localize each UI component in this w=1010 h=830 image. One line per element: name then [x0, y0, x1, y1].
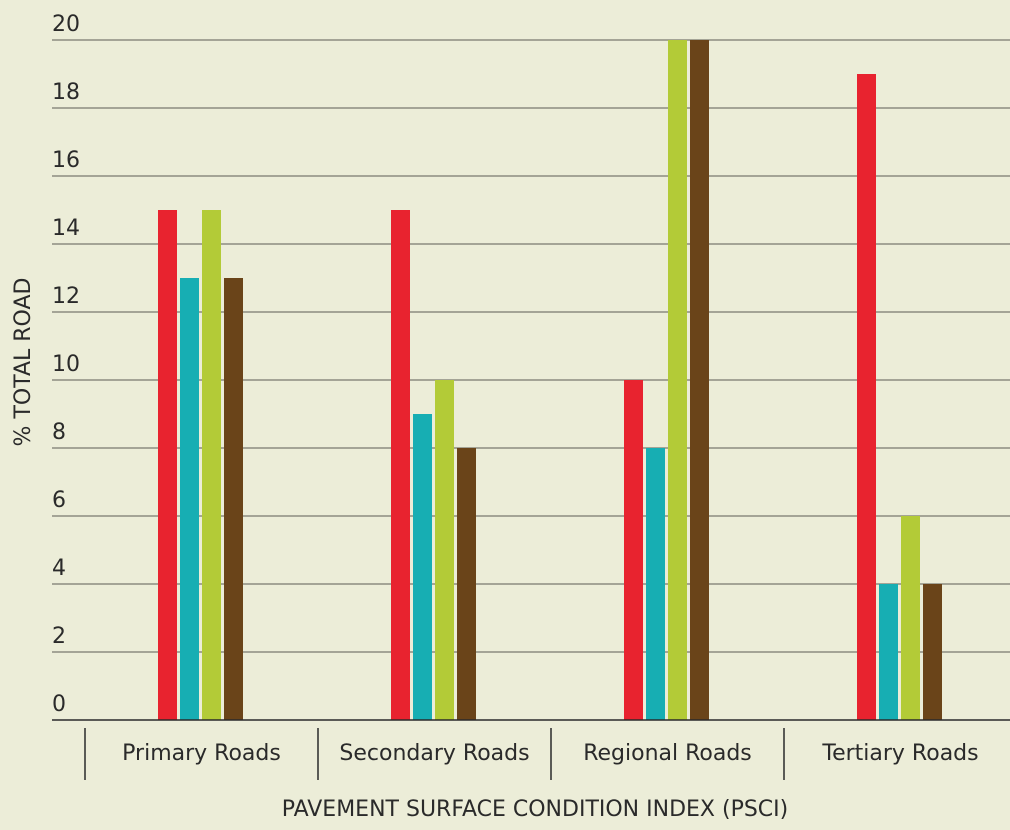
bar	[646, 448, 665, 720]
bar	[413, 414, 432, 720]
bar	[224, 278, 243, 720]
bar	[158, 210, 177, 720]
y-tick-label: 6	[52, 488, 66, 513]
y-tick-label: 4	[52, 556, 66, 581]
bar	[202, 210, 221, 720]
x-axis: Primary Roads Secondary Roads Regional Roa…	[52, 719, 1010, 780]
bar	[901, 516, 920, 720]
x-category-label: Primary Roads	[122, 741, 281, 766]
x-axis-title: PAVEMENT SURFACE CONDITION INDEX (PSCI)	[282, 797, 788, 822]
x-category-label: Regional Roads	[583, 741, 752, 766]
x-category-label: Tertiary Roads	[821, 741, 978, 766]
bars	[158, 40, 942, 720]
bar	[879, 584, 898, 720]
bar	[690, 40, 709, 720]
y-tick-label: 18	[52, 80, 80, 105]
bar	[435, 380, 454, 720]
bar	[180, 278, 199, 720]
y-tick-label: 2	[52, 624, 66, 649]
y-tick-label: 14	[52, 216, 80, 241]
bar	[624, 380, 643, 720]
y-axis-ticks: 0 2 4 6 8 10 12 14 16 18 20	[52, 12, 80, 717]
y-tick-label: 20	[52, 12, 80, 37]
bar	[391, 210, 410, 720]
y-tick-label: 10	[52, 352, 80, 377]
bar	[857, 74, 876, 720]
y-tick-label: 16	[52, 148, 80, 173]
bar	[923, 584, 942, 720]
y-tick-label: 12	[52, 284, 80, 309]
x-category-label: Secondary Roads	[339, 741, 529, 766]
bar	[668, 40, 687, 720]
y-tick-label: 8	[52, 420, 66, 445]
bar	[457, 448, 476, 720]
y-tick-label: 0	[52, 692, 66, 717]
y-axis-title: % TOTAL ROAD	[11, 278, 36, 447]
